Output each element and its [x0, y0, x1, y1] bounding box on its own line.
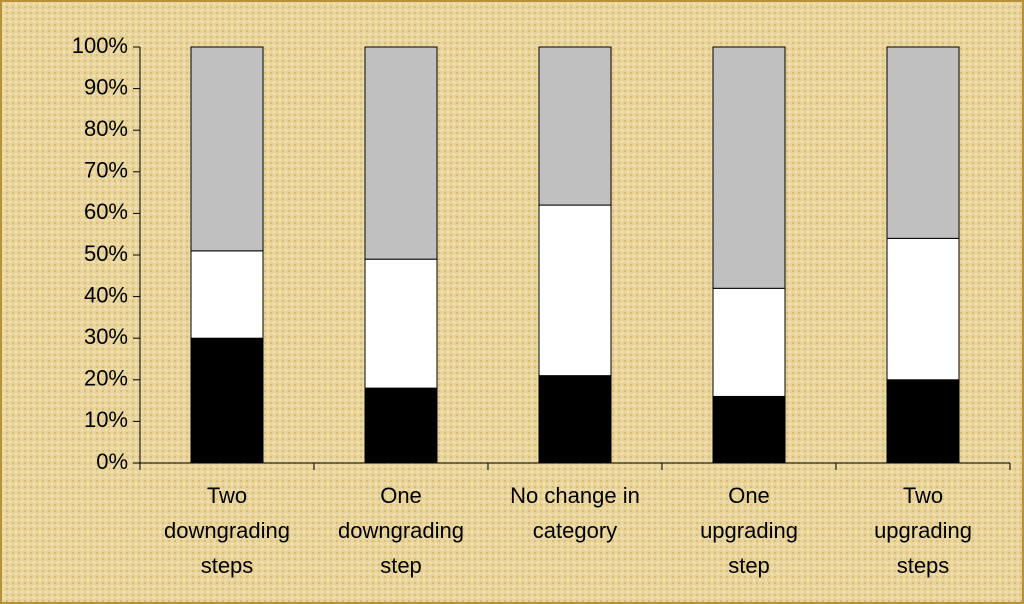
bar-segment — [538, 46, 612, 206]
y-tick-label: 30% — [84, 324, 128, 349]
bar-segment — [364, 387, 438, 464]
y-tick-label: 100% — [72, 33, 128, 58]
bar-segment — [190, 46, 264, 252]
bar-segment — [538, 204, 612, 377]
y-tick-label: 20% — [84, 366, 128, 391]
x-tick-label: category — [533, 518, 617, 543]
bar-segment — [712, 395, 786, 464]
bar-segment — [886, 379, 960, 464]
y-tick-label: 50% — [84, 241, 128, 266]
x-tick-label: Two — [903, 483, 943, 508]
y-tick-label: 0% — [96, 449, 128, 474]
x-tick-label: upgrading — [874, 518, 972, 543]
x-tick-label: downgrading — [338, 518, 464, 543]
x-tick-label: steps — [897, 553, 950, 578]
bar-segment — [712, 46, 786, 289]
x-tick-label: upgrading — [700, 518, 798, 543]
y-tick-label: 10% — [84, 407, 128, 432]
y-tick-label: 90% — [84, 74, 128, 99]
y-tick-label: 60% — [84, 199, 128, 224]
x-tick-label: Two — [207, 483, 247, 508]
y-tick-label: 40% — [84, 282, 128, 307]
x-tick-label: step — [728, 553, 770, 578]
x-tick-label: step — [380, 553, 422, 578]
x-tick-label: One — [380, 483, 422, 508]
x-tick-label: downgrading — [164, 518, 290, 543]
y-tick-label: 80% — [84, 116, 128, 141]
bar-segment — [538, 375, 612, 464]
bar-segment — [886, 46, 960, 239]
bar-segment — [364, 46, 438, 260]
bar-segment — [712, 287, 786, 397]
y-tick-label: 70% — [84, 158, 128, 183]
x-tick-label: No change in — [510, 483, 640, 508]
bar-segment — [364, 258, 438, 389]
bar-segment — [190, 337, 264, 464]
x-tick-label: One — [728, 483, 770, 508]
bar-segment — [886, 237, 960, 381]
bar-segment — [190, 250, 264, 339]
x-tick-label: steps — [201, 553, 254, 578]
